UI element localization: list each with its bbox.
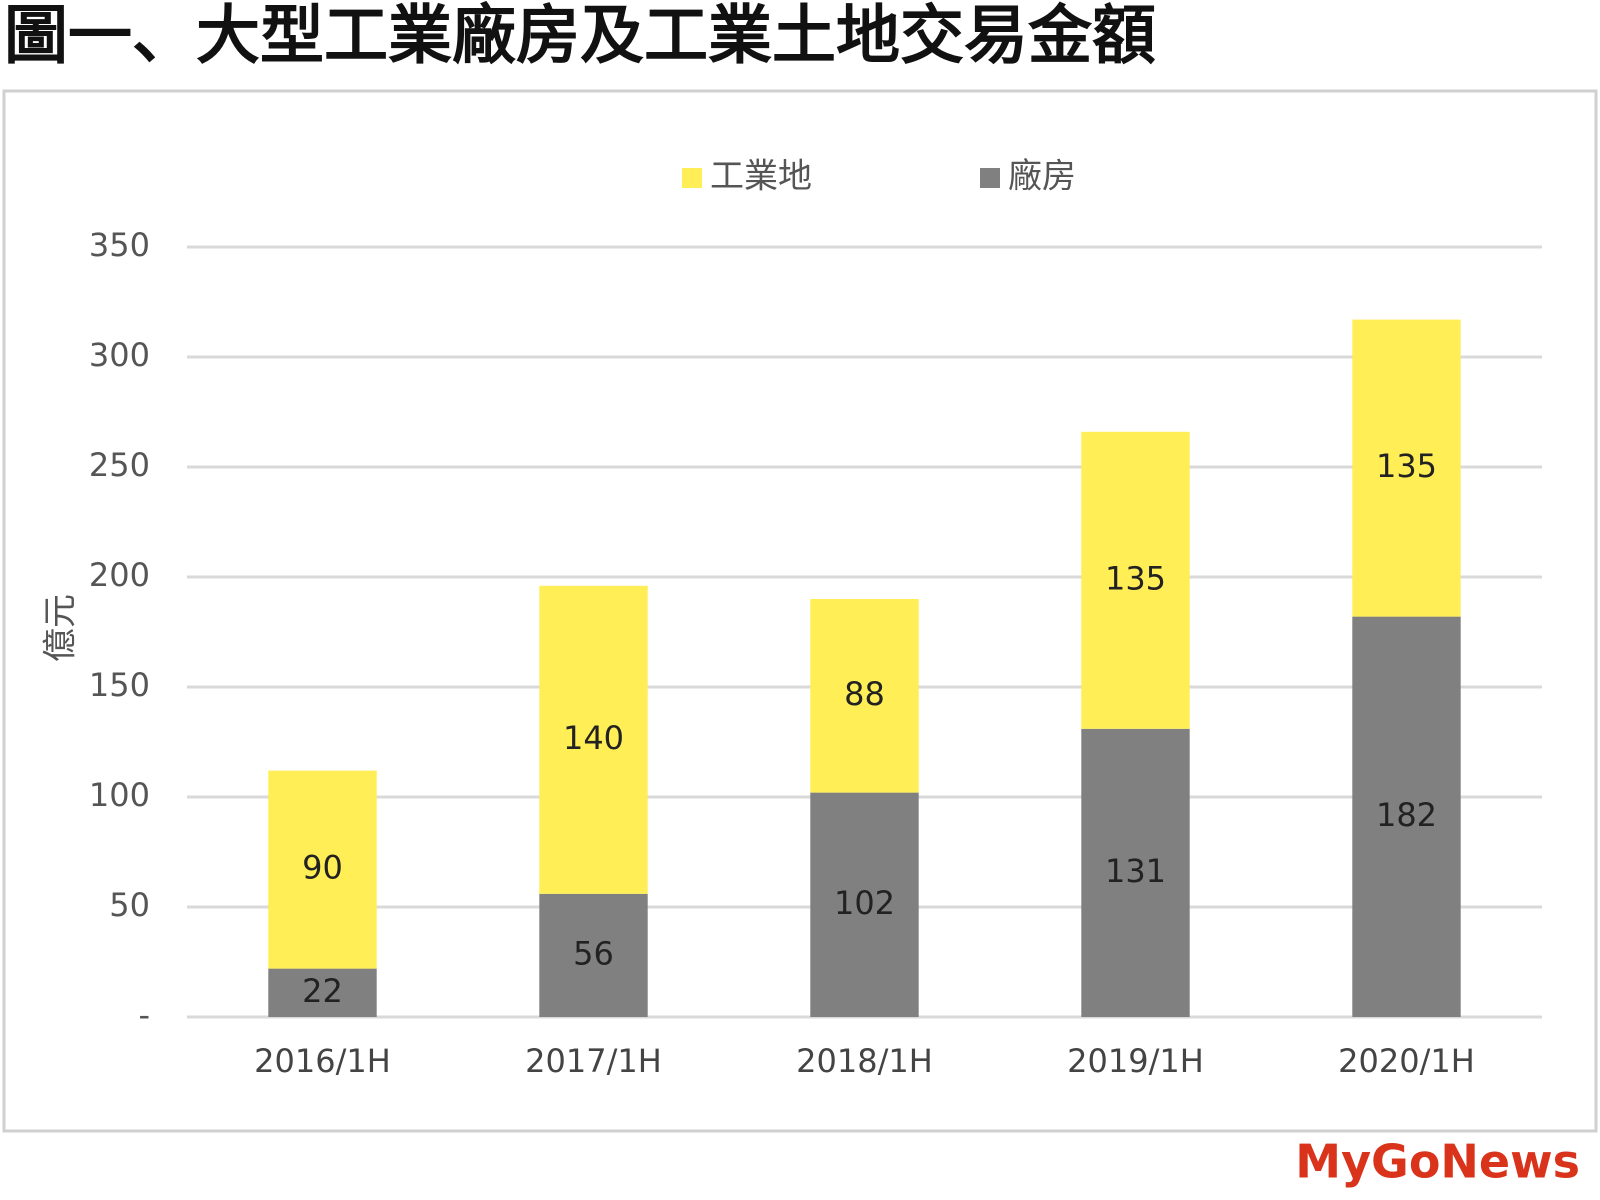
x-tick-label: 2018/1H	[796, 1042, 933, 1080]
data-label: 135	[1105, 559, 1166, 597]
legend-label: 廠房	[1008, 157, 1076, 197]
bar-segment	[810, 599, 919, 793]
x-tick-label: 2019/1H	[1067, 1042, 1204, 1080]
bar-segment	[268, 770, 377, 969]
y-tick-label: 350	[89, 226, 150, 264]
chart-frame	[2, 89, 1598, 1133]
watermark: MyGoNews	[1295, 1135, 1580, 1189]
bar-segment	[1081, 728, 1190, 1017]
legend-swatch	[682, 168, 702, 188]
data-label: 90	[302, 849, 343, 887]
data-label: 131	[1105, 852, 1166, 890]
x-tick-label: 2017/1H	[525, 1042, 662, 1080]
data-label: 22	[302, 972, 343, 1010]
y-tick-label: 150	[89, 666, 150, 704]
y-tick-label: -	[138, 996, 150, 1034]
bar-segment	[1352, 616, 1461, 1017]
y-tick-label: 300	[89, 336, 150, 374]
bar-segment	[539, 893, 648, 1017]
data-label: 182	[1376, 796, 1437, 834]
y-tick-label: 50	[109, 886, 150, 924]
data-label: 56	[573, 934, 614, 972]
bar-segment	[810, 792, 919, 1017]
bar-segment	[268, 968, 377, 1017]
data-label: 102	[834, 884, 895, 922]
data-label: 88	[844, 675, 885, 713]
y-tick-label: 100	[89, 776, 150, 814]
bar-segment	[1352, 319, 1461, 617]
legend-label: 工業地	[710, 157, 812, 197]
chart-title: 圖一、大型工業廠房及工業土地交易金額	[4, 0, 1156, 74]
bar-segment	[539, 585, 648, 894]
legend-swatch	[980, 168, 1000, 188]
x-tick-label: 2020/1H	[1338, 1042, 1475, 1080]
data-label: 135	[1376, 447, 1437, 485]
bar-segment	[1081, 431, 1190, 729]
data-label: 140	[563, 719, 624, 757]
y-tick-label: 250	[89, 446, 150, 484]
x-tick-label: 2016/1H	[254, 1042, 391, 1080]
y-tick-label: 200	[89, 556, 150, 594]
y-axis-label: 億元	[41, 594, 81, 662]
